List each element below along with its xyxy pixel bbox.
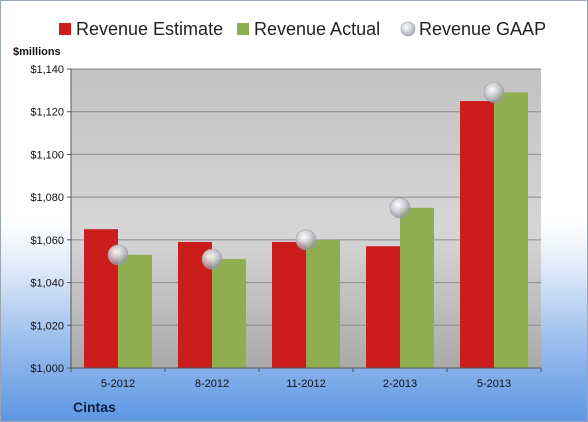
legend: Revenue Estimate Revenue Actual Revenue GA… — [59, 19, 546, 39]
x-tick-label: 5-2012 — [101, 378, 135, 390]
y-tick-label: $1,100 — [30, 149, 64, 161]
gaap-markers — [107, 82, 505, 270]
y-tick-label: $1,040 — [30, 278, 64, 290]
x-tick-label: 5-2013 — [477, 378, 511, 390]
y-tick-label: $1,060 — [30, 235, 64, 247]
y-axis: $1,000 $1,020 $1,040 $1,060 $1,080 $1,100 $1,1… — [30, 64, 72, 375]
revenue-gaap-marker — [107, 244, 129, 266]
revenue-actual-bar — [494, 92, 528, 368]
revenue-gaap-legend-swatch — [400, 21, 416, 37]
x-tick-label: 2-2013 — [383, 378, 417, 390]
revenue-actual-legend-label: Revenue Actual — [254, 19, 380, 39]
revenue-gaap-marker — [295, 229, 317, 251]
x-axis: 5-2012 8-2012 11-2012 2-2013 5-2013 — [70, 367, 542, 390]
revenue-actual-bar — [400, 207, 434, 368]
revenue-gaap-marker — [201, 248, 223, 270]
unit-label: $millions — [13, 46, 61, 58]
revenue-estimate-bar — [366, 246, 400, 368]
y-tick-label: $1,000 — [30, 363, 64, 375]
revenue-estimate-legend-swatch — [59, 23, 71, 35]
x-tick-label: 8-2012 — [195, 378, 229, 390]
y-tick-label: $1,120 — [30, 107, 64, 119]
revenue-estimate-legend-label: Revenue Estimate — [76, 19, 223, 39]
revenue-actual-legend-swatch — [237, 23, 249, 35]
revenue-actual-bar — [212, 259, 246, 368]
revenue-gaap-marker — [389, 197, 411, 219]
company-label: Cintas — [73, 399, 116, 415]
revenue-estimate-bar — [460, 101, 494, 369]
revenue-estimate-bar — [272, 241, 306, 368]
revenue-gaap-marker — [483, 82, 505, 103]
x-tick-label: 11-2012 — [286, 378, 326, 390]
y-tick-label: $1,080 — [30, 192, 64, 204]
y-tick-label: $1,140 — [30, 64, 64, 76]
bars — [84, 92, 528, 369]
revenue-actual-bar — [118, 254, 152, 368]
revenue-gaap-legend-label: Revenue GAAP — [419, 19, 546, 39]
revenue-actual-bar — [306, 239, 340, 368]
y-tick-label: $1,020 — [30, 320, 64, 332]
